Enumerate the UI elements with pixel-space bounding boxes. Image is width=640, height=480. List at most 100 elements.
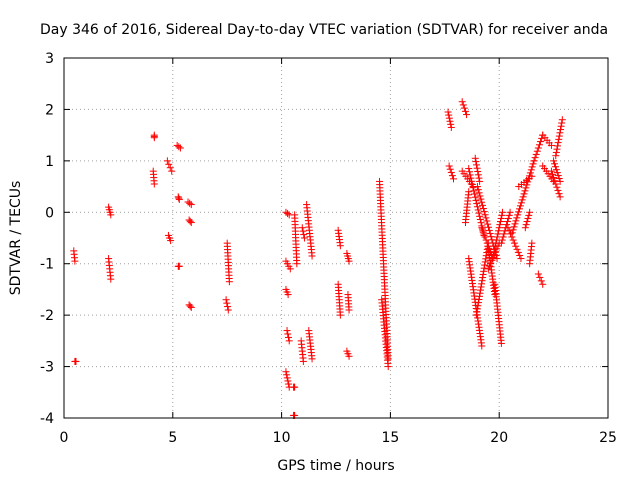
data-point xyxy=(498,236,506,244)
data-point xyxy=(476,177,484,185)
data-point xyxy=(497,218,505,226)
data-point xyxy=(72,357,80,365)
data-point xyxy=(484,265,492,273)
x-tick-label: 10 xyxy=(273,430,291,446)
data-point xyxy=(528,163,536,171)
data-point xyxy=(516,202,524,210)
data-point xyxy=(168,167,176,175)
data-point xyxy=(345,257,353,265)
data-point xyxy=(558,119,566,127)
data-point xyxy=(555,174,563,182)
data-point xyxy=(509,236,517,244)
data-point xyxy=(506,208,514,216)
data-point xyxy=(505,211,513,219)
data-point xyxy=(512,242,520,250)
data-point xyxy=(488,256,496,264)
x-tick-label: 20 xyxy=(490,430,508,446)
data-point xyxy=(503,221,511,229)
data-point xyxy=(510,239,518,247)
data-point xyxy=(494,230,502,238)
data-point xyxy=(472,158,480,166)
data-point xyxy=(283,371,291,379)
x-tick-label: 0 xyxy=(60,430,69,446)
data-point xyxy=(479,270,487,278)
data-point xyxy=(468,177,476,185)
data-point xyxy=(471,193,479,201)
data-point xyxy=(512,217,520,225)
data-point xyxy=(308,252,316,260)
data-point xyxy=(224,303,232,311)
data-point xyxy=(299,357,307,365)
data-point xyxy=(285,380,293,388)
data-point xyxy=(497,339,505,347)
data-point xyxy=(460,104,468,112)
data-point xyxy=(510,223,518,231)
data-point xyxy=(71,257,79,265)
data-point xyxy=(284,330,292,338)
data-point xyxy=(476,212,484,220)
data-point xyxy=(535,141,543,149)
data-point xyxy=(470,187,478,195)
data-point xyxy=(475,189,483,197)
data-point xyxy=(284,377,292,385)
data-point xyxy=(526,208,534,216)
data-point xyxy=(469,184,477,192)
data-point xyxy=(526,169,534,177)
data-point xyxy=(489,251,497,259)
data-point xyxy=(447,123,455,131)
data-point xyxy=(150,134,158,142)
data-point xyxy=(480,267,488,275)
data-point xyxy=(528,239,536,247)
data-point xyxy=(448,172,456,180)
data-point xyxy=(547,167,555,175)
data-point xyxy=(509,226,517,234)
y-tick-label: -2 xyxy=(40,308,54,324)
data-point xyxy=(504,214,512,222)
data-point xyxy=(473,308,481,316)
data-point xyxy=(479,201,487,209)
data-point xyxy=(186,302,194,310)
data-point xyxy=(467,174,475,182)
data-point xyxy=(553,169,561,177)
data-point xyxy=(336,242,344,250)
data-point xyxy=(550,157,558,165)
data-point xyxy=(465,188,473,196)
data-point xyxy=(475,209,483,217)
data-point xyxy=(486,262,494,270)
data-point xyxy=(533,147,541,155)
data-point xyxy=(450,175,458,183)
data-points xyxy=(70,98,566,419)
data-point xyxy=(345,352,353,360)
data-point xyxy=(285,337,293,345)
data-point xyxy=(465,168,473,176)
data-point xyxy=(523,218,531,226)
data-point xyxy=(556,177,564,185)
data-point xyxy=(557,126,565,134)
data-point xyxy=(489,255,497,263)
data-point xyxy=(284,210,292,218)
data-point xyxy=(481,258,489,266)
data-point xyxy=(480,208,488,216)
data-point xyxy=(484,220,492,228)
data-point xyxy=(481,233,489,241)
y-tick-label: 3 xyxy=(45,51,54,67)
data-point xyxy=(481,261,489,269)
data-point xyxy=(283,327,291,335)
data-point xyxy=(474,168,482,176)
data-point xyxy=(554,172,562,180)
data-point xyxy=(445,111,453,119)
data-point xyxy=(534,144,542,152)
data-point xyxy=(472,196,480,204)
data-point xyxy=(511,220,519,228)
data-point xyxy=(498,211,506,219)
data-point xyxy=(554,186,562,194)
data-point xyxy=(521,187,529,195)
data-point xyxy=(514,211,522,219)
data-point xyxy=(447,168,455,176)
data-point xyxy=(508,229,516,237)
data-point xyxy=(444,108,452,116)
data-point xyxy=(496,221,504,229)
data-point xyxy=(551,177,559,185)
y-tick-label: 1 xyxy=(45,154,54,170)
